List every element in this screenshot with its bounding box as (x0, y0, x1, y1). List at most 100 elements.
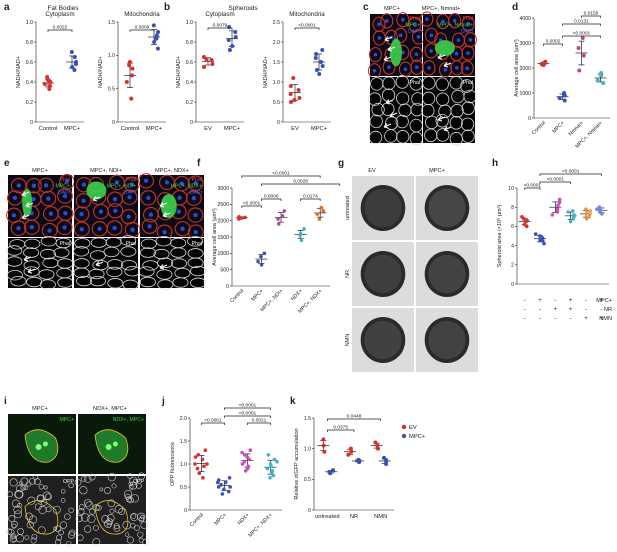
opp-texture (45, 493, 52, 501)
x-tick-label: MPC+ (551, 120, 566, 135)
nucleus (98, 209, 104, 214)
p-value-label: 0.0009 (135, 25, 150, 31)
data-point (204, 57, 209, 61)
cell-outline (422, 76, 436, 90)
data-point (542, 241, 546, 246)
y-tick-label: 0 (277, 120, 280, 126)
data-point (156, 30, 161, 34)
data-point (262, 251, 267, 256)
opp-texture (43, 485, 48, 490)
panel-letter-e: e (4, 158, 10, 169)
opp-texture (83, 499, 92, 507)
opp-texture (137, 531, 144, 538)
arrow-marker (21, 191, 30, 197)
significance-bracket (224, 415, 271, 418)
data-point (265, 466, 270, 471)
y-tick-label: 0.2 (26, 100, 33, 106)
arrow-marker (95, 261, 104, 267)
data-point (74, 60, 79, 64)
data-point (124, 80, 129, 84)
nucleus (441, 19, 445, 24)
condition-mark: + (554, 307, 558, 313)
nucleus (31, 183, 37, 188)
opp-texture (17, 502, 23, 508)
opp-texture (129, 476, 138, 486)
arrow-marker (443, 62, 452, 68)
data-point (276, 217, 280, 221)
y-tick-label: 0.5 (304, 477, 311, 483)
data-point (600, 212, 604, 216)
condition-mark: - (524, 316, 526, 322)
cell-outline (395, 114, 409, 129)
condition-mark: - (570, 316, 572, 322)
cell-outline (174, 221, 191, 237)
cell-outline (409, 131, 423, 146)
significance-bracket (241, 205, 262, 208)
data-point (568, 219, 573, 224)
data-point (270, 471, 274, 476)
image-row-label: untreated (345, 196, 351, 220)
p-value-label: <0.0001 (239, 411, 257, 417)
stain-label: Phal (192, 177, 202, 183)
data-point (566, 210, 570, 214)
opp-texture (118, 508, 125, 515)
data-point (562, 91, 567, 95)
group-title-spheroids: Spheroids (228, 5, 258, 12)
x-tick-label: MPC+ (250, 288, 265, 303)
y-tick-label: 0 (226, 284, 229, 290)
spheroid-core (364, 320, 402, 360)
condition-mark: - (600, 307, 602, 313)
microscopy-i-top-left (8, 414, 76, 474)
data-point (292, 98, 297, 102)
x-tick-label: MPC+, NDX+ (247, 512, 273, 538)
opp-texture (10, 533, 17, 540)
data-point (233, 30, 238, 34)
nucleus (12, 195, 18, 201)
cell-outline (409, 77, 423, 91)
p-value-label: 0.0021 (252, 418, 267, 424)
y-axis-label: Relative d/GFP accumulation (294, 428, 300, 499)
image-column-label: MPC+, NDX+ (155, 168, 189, 174)
significance-bracket (562, 35, 601, 38)
data-point (217, 478, 221, 482)
data-point (223, 480, 228, 485)
cell-outline (382, 59, 396, 75)
nucleus (164, 180, 170, 185)
arrow-marker (437, 54, 446, 60)
significance-bracket (300, 198, 321, 201)
opp-texture (33, 478, 41, 486)
cell-outline (10, 276, 27, 287)
opp-texture (96, 504, 102, 511)
cell-outline (450, 60, 464, 76)
significance-bracket (524, 187, 541, 190)
cell-outline (6, 269, 23, 281)
chart-subtitle: Cytoplasm (205, 11, 234, 18)
stain-label: DAPI (124, 190, 136, 196)
opp-texture (30, 537, 37, 544)
gfp-spot (105, 444, 112, 450)
opp-texture (113, 524, 121, 532)
spheroid-ev-untreated (352, 176, 414, 240)
microscopy-i-top-right (78, 414, 146, 474)
data-point (318, 60, 323, 64)
opp-texture (60, 498, 66, 503)
data-point (382, 455, 387, 460)
nucleus (81, 198, 86, 203)
data-point (595, 78, 600, 83)
stain-label: NDX+, MPC+ (113, 417, 144, 423)
image-row-label: NR (345, 270, 351, 278)
cell-outline (394, 27, 408, 44)
nucleus (385, 19, 389, 23)
opp-texture (101, 515, 110, 523)
y-axis-label: NADH/NAD+ (16, 56, 22, 88)
opp-texture (17, 528, 24, 535)
microscopy-e-bottom-2 (138, 235, 207, 290)
data-point (330, 468, 335, 473)
panel-letter-c: c (363, 2, 369, 13)
nucleus (176, 209, 181, 214)
significance-bracket (47, 29, 73, 32)
y-tick-label: 10 (508, 186, 514, 192)
opp-texture (130, 513, 136, 519)
cell-outline (57, 277, 74, 288)
